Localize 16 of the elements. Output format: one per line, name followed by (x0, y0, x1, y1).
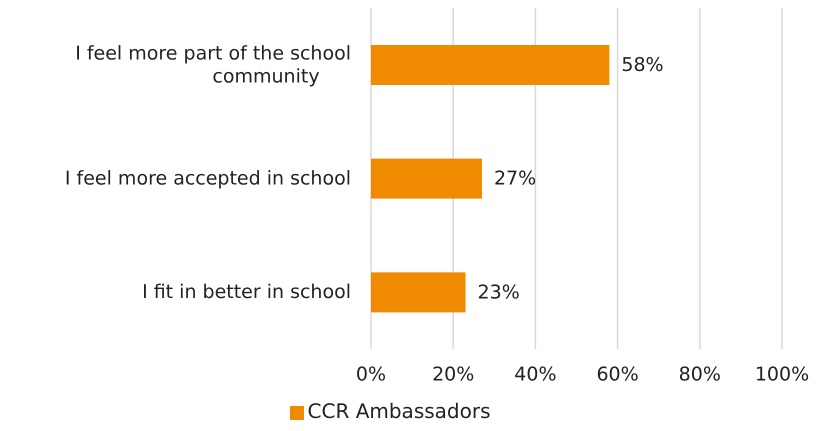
data-label: 27% (494, 168, 536, 190)
y-tick-label: I feel more accepted in school (64, 168, 351, 190)
bar (371, 272, 466, 312)
y-tick-label: I feel more part of the school community (75, 42, 351, 88)
bar (371, 158, 482, 199)
x-tick-label: 20% (432, 363, 474, 386)
x-tick-label: 80% (678, 363, 721, 386)
x-tick-label: 60% (596, 363, 639, 386)
data-label: 23% (478, 281, 520, 304)
bar (371, 45, 610, 85)
data-label: 58% (621, 54, 664, 76)
x-tick-label: 100% (754, 363, 810, 386)
x-tick-label: 0% (356, 363, 386, 386)
legend-label: CCR Ambassadors (308, 399, 490, 423)
y-tick-label: I fit in better in school (142, 281, 351, 304)
x-tick-label: 40% (514, 363, 557, 386)
